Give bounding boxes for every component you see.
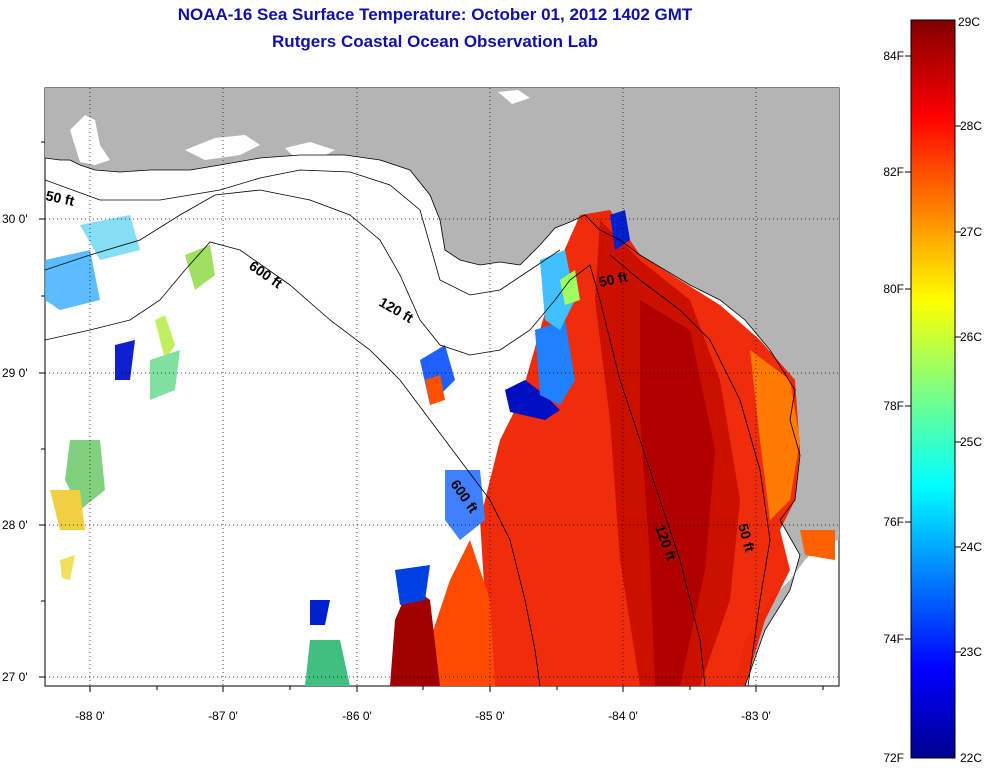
lon-tick-label: -86 0' bbox=[342, 709, 372, 723]
coastline bbox=[45, 154, 801, 686]
isobath-label: 50 ft bbox=[735, 522, 758, 554]
fahrenheit-label: 84F bbox=[883, 49, 904, 63]
lon-tick-label: -85 0' bbox=[475, 709, 505, 723]
celsius-label: 22C bbox=[960, 751, 982, 765]
latitude-labels: 30 0' 29 0' 28 0' 27 0' bbox=[2, 212, 28, 684]
lon-tick-label: -83 0' bbox=[741, 709, 771, 723]
celsius-label: 27C bbox=[960, 225, 982, 239]
colorbar bbox=[910, 19, 956, 759]
colorbar-celsius-labels: 29C 28C 27C 26C 25C 24C 23C 22C bbox=[958, 15, 982, 765]
lat-tick-label: 27 0' bbox=[2, 670, 28, 684]
isobath-50ft-west bbox=[45, 169, 561, 296]
isobath-120ft bbox=[45, 189, 706, 686]
isobath-label: 50 ft bbox=[44, 187, 76, 209]
lat-tick-label: 29 0' bbox=[2, 366, 28, 380]
celsius-label: 25C bbox=[960, 435, 982, 449]
colorbar-ticks bbox=[905, 55, 961, 653]
map-title: NOAA-16 Sea Surface Temperature: October… bbox=[177, 5, 693, 24]
lon-tick-label: -87 0' bbox=[208, 709, 238, 723]
graticule bbox=[45, 88, 839, 686]
colorbar-fahrenheit-labels: 84F 82F 80F 78F 76F 74F 72F bbox=[883, 49, 904, 765]
fahrenheit-label: 78F bbox=[883, 399, 904, 413]
fahrenheit-label: 82F bbox=[883, 165, 904, 179]
celsius-label: 29C bbox=[958, 15, 980, 29]
map-subtitle: Rutgers Coastal Ocean Observation Lab bbox=[272, 32, 598, 51]
isobath-600ft bbox=[45, 241, 541, 686]
lat-tick-label: 30 0' bbox=[2, 212, 28, 226]
pensacola-bay bbox=[185, 135, 260, 160]
axis-ticks bbox=[39, 141, 824, 692]
lon-tick-label: -88 0' bbox=[75, 709, 105, 723]
fahrenheit-label: 80F bbox=[883, 282, 904, 296]
celsius-label: 24C bbox=[960, 540, 982, 554]
celsius-label: 26C bbox=[960, 330, 982, 344]
celsius-label: 28C bbox=[960, 119, 982, 133]
lake bbox=[498, 90, 530, 104]
sst-field bbox=[45, 210, 835, 686]
choctaw-bay bbox=[285, 142, 335, 158]
fahrenheit-label: 74F bbox=[883, 632, 904, 646]
longitude-labels: -88 0' -87 0' -86 0' -85 0' -84 0' -83 0… bbox=[75, 709, 771, 723]
fahrenheit-label: 76F bbox=[883, 515, 904, 529]
isobath-50ft-east bbox=[609, 254, 771, 686]
fahrenheit-label: 72F bbox=[883, 751, 904, 765]
lon-tick-label: -84 0' bbox=[608, 709, 638, 723]
celsius-label: 23C bbox=[960, 645, 982, 659]
isobath-label: 50 ft bbox=[597, 268, 629, 290]
land-mass bbox=[45, 88, 839, 686]
lat-tick-label: 28 0' bbox=[2, 518, 28, 532]
